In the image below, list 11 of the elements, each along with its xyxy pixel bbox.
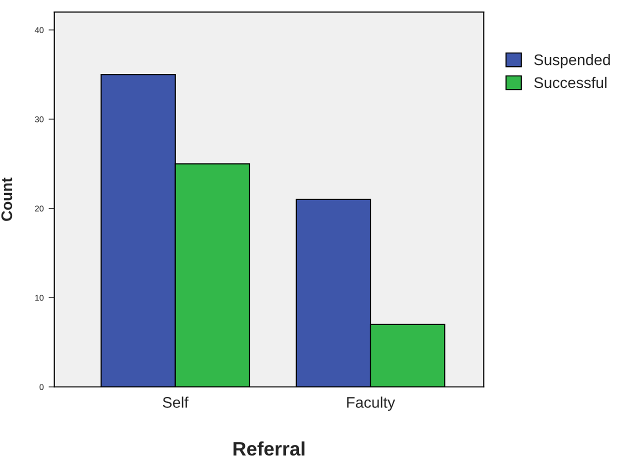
y-axis-title: Count	[1, 178, 12, 221]
x-axis-title: Referral	[234, 441, 304, 456]
y-tick-label: 20	[35, 206, 44, 212]
x-tick-label: Faculty	[347, 396, 396, 411]
y-tick-label: 40	[34, 27, 44, 34]
legend-label: Successful	[534, 76, 606, 88]
y-tick-label: 30	[34, 116, 44, 122]
y-tick-label: 0	[40, 384, 44, 390]
legend-label: Suspended	[534, 54, 610, 68]
x-tick-label: Self	[162, 396, 189, 408]
y-tick-label: 10	[35, 294, 44, 301]
